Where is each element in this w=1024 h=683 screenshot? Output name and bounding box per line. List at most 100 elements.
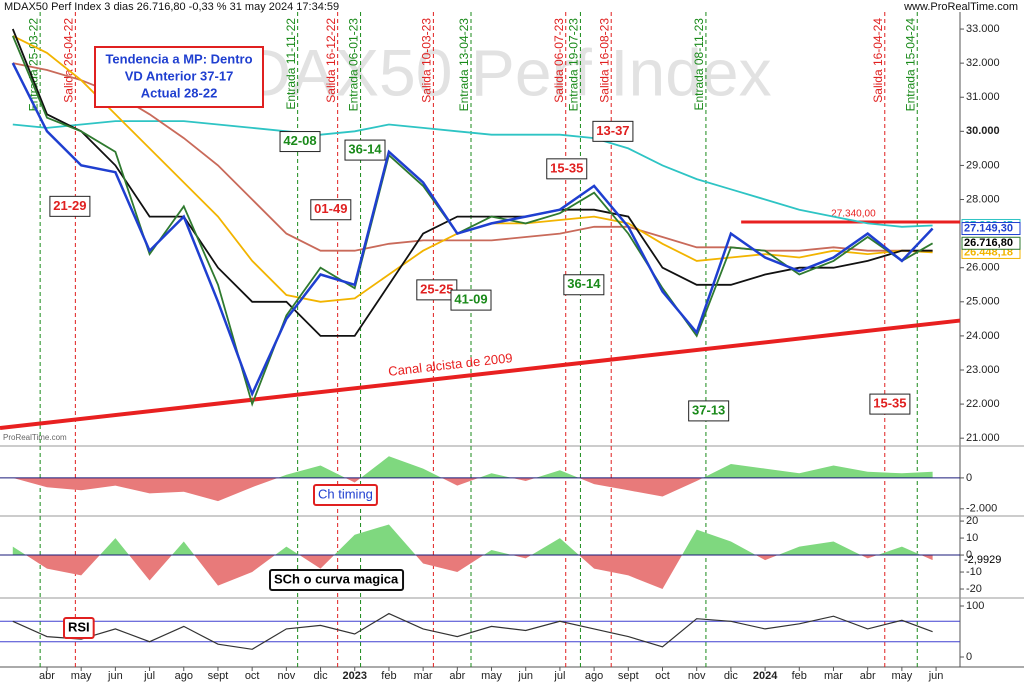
y-tick-label: 29.000 [966,159,1000,171]
signal-label: Salida 16-04-24 [871,18,885,103]
header-source: www.ProRealTime.com [903,1,1018,13]
area-negative [12,555,933,589]
score-box [49,195,91,217]
rsi-line [12,612,933,650]
x-tick-label: mar [824,670,843,682]
x-tick-label: jun [107,670,123,682]
plot: abr may jun jul ago sept oct nov dic 2023 feb mar ab… [0,12,1021,682]
y-tick-label: 32.000 [966,57,1000,69]
info-box: Tendencia a MP: Dentro VD Anterior 37-17… [94,46,264,108]
panel-label: Ch timing [318,486,373,501]
header-bar [0,0,1024,12]
signal-label: Entrada 11-11-22 [284,18,298,110]
y-tick-label: -20 [966,583,982,595]
panel-label-box [269,569,405,591]
score-box [310,199,352,221]
x-tick-label: feb [792,670,807,682]
x-tick-label: abr [449,670,465,682]
area-positive [12,524,922,556]
signal-label: Entrada 08-11-23 [692,18,706,111]
score-label: 36-14 [348,142,382,157]
x-tick-label: feb [381,670,396,682]
x-tick-label: oct [655,670,670,682]
signal-label: Entrada 06-01-23 [347,18,361,112]
y-tick-label: 100 [966,600,984,612]
resistance-label: 27.340,00 [831,209,876,220]
score-label: 36-14 [567,276,601,291]
score-box [592,120,634,142]
y-tick-label: 22.000 [966,398,1000,410]
panel-label: RSI [68,619,90,634]
score-label: 01-49 [314,201,347,216]
x-tick-label: may [71,670,92,682]
y-tick-label: 20 [966,515,978,527]
y-tick-label: 25.000 [966,296,1000,308]
x-tick-label: 2024 [753,670,778,682]
series-line [11,28,933,337]
area-positive [12,456,933,478]
panel-label: SCh o curva magica [274,571,399,586]
y-tick-label: 0 [966,472,972,484]
info-box-frame [94,46,264,108]
y-tick-label: -10 [966,566,982,578]
panel-label-box [63,617,95,639]
end-label: 27.149,30 [964,222,1013,234]
y-tick-label: 30.000 [966,125,1000,137]
y-tick-label: -2.000 [966,503,997,515]
series-line [11,62,934,398]
end-label: -2,9929 [964,554,1001,566]
x-tick-label: abr [860,670,876,682]
x-tick-label: abr [39,670,55,682]
end-label-box [961,222,1021,236]
score-label: 41-09 [454,292,487,307]
x-tick-label: jun [928,670,944,682]
x-tick-label: may [481,670,502,682]
signal-label: Salida 16-08-23 [597,18,611,103]
y-tick-label: 24.000 [966,330,1000,342]
signal-label: Salida 10-03-23 [420,18,434,103]
score-label: 13-37 [596,123,629,138]
series-line [12,62,933,252]
series-line [12,120,933,228]
x-tick-label: nov [688,670,706,682]
y-tick-label: 0 [966,549,972,561]
signal-label: Salida 06-07-23 [552,18,566,103]
score-label: 15-35 [873,396,906,411]
info-line: Tendencia a MP: Dentro [105,51,252,66]
info-line: Actual 28-22 [141,85,218,100]
y-tick-label: 21.000 [966,432,1000,444]
x-tick-label: ago [175,670,193,682]
credit: ProRealTime.com [3,433,67,442]
signal-label: Entrada 19-07-23 [567,18,581,112]
score-box [450,289,492,311]
signal-label: Entrada 15-04-24 [903,18,917,112]
x-tick-label: dic [724,670,739,682]
series-line [11,35,934,407]
y-tick-label: 23.000 [966,364,1000,376]
score-label: 37-13 [692,402,725,417]
x-tick-label: jul [143,670,155,682]
end-label: 26.716,80 [964,237,1013,249]
watermark: MDAX50 Perf Index [188,35,771,109]
score-box [563,274,605,296]
score-label: 21-29 [53,198,86,213]
y-tick-label: 33.000 [966,23,1000,35]
signal-label: Entrada 13-04-23 [457,18,471,112]
score-box [344,139,386,161]
panel-label-box [313,484,378,506]
y-tick-label: 31.000 [966,91,1000,103]
x-tick-label: jul [553,670,565,682]
y-tick-label: 0 [966,651,972,663]
score-label: 42-08 [283,133,316,148]
info-line: VD Anterior 37-17 [125,68,234,83]
score-box [279,131,321,153]
signal-label: Salida 16-12-22 [324,18,338,103]
frame [0,12,1024,668]
score-box [546,158,588,180]
y-tick-label: 26.000 [966,262,1000,274]
x-tick-label: 2023 [343,670,367,682]
